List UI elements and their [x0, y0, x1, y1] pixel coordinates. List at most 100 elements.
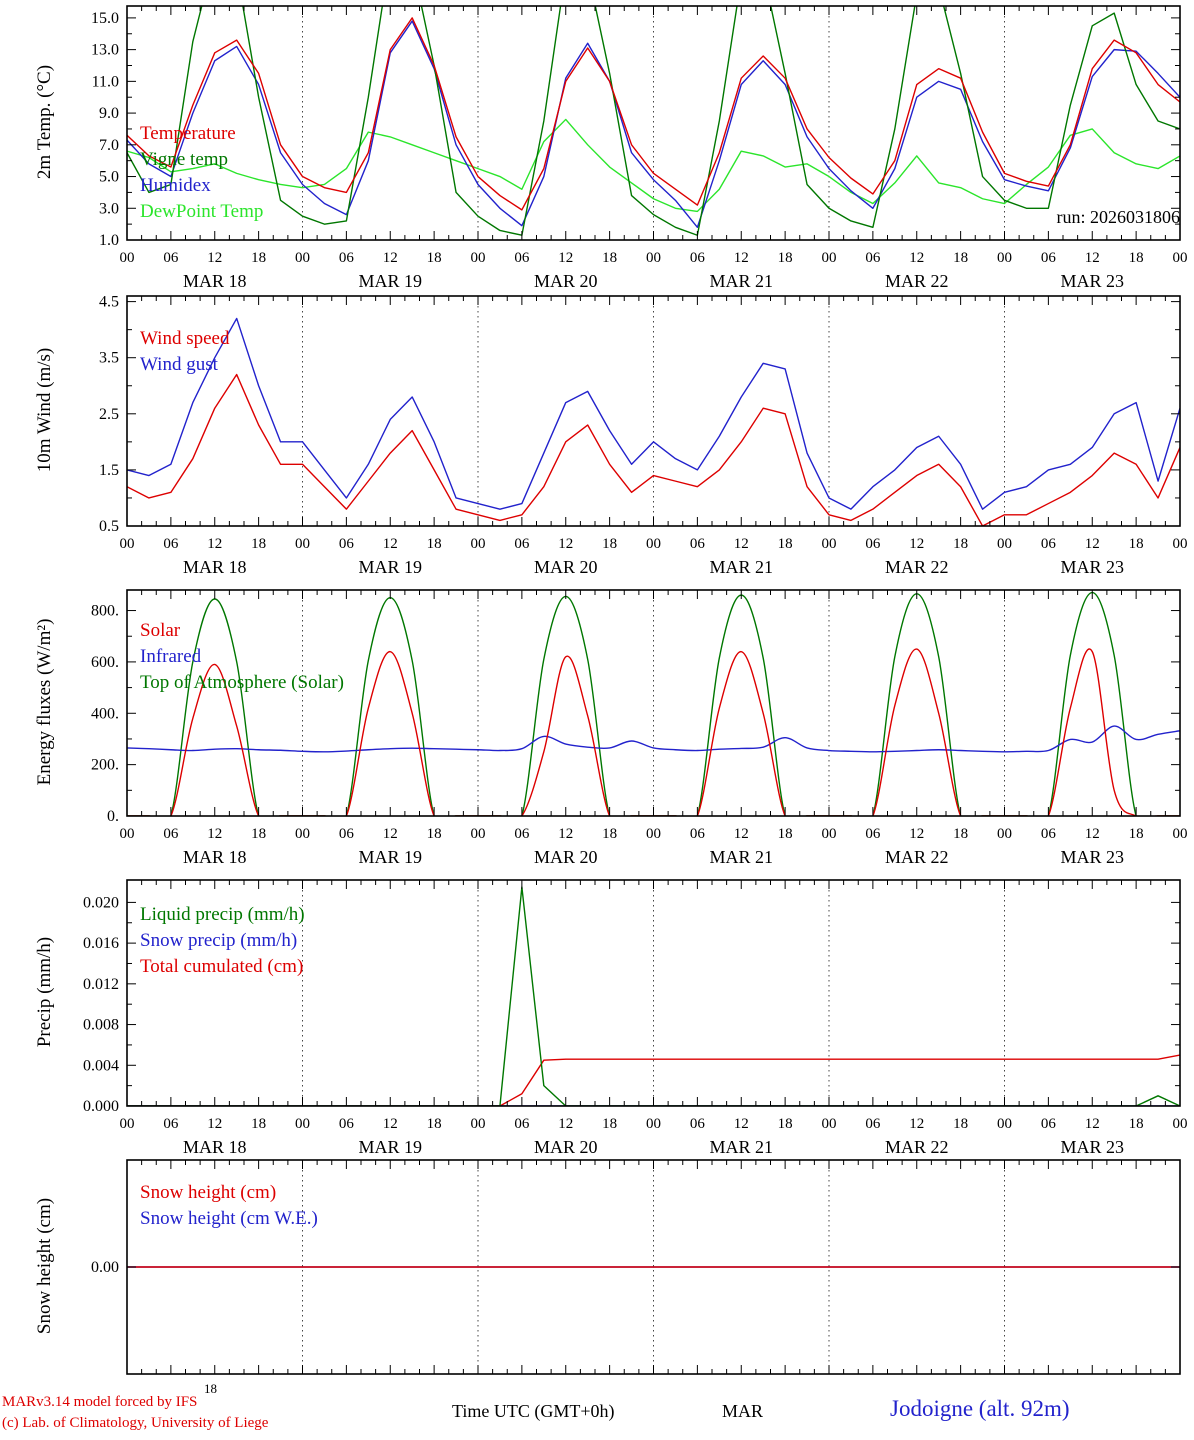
svg-text:MAR 18: MAR 18 [183, 847, 247, 867]
svg-text:18: 18 [251, 826, 266, 842]
svg-text:12: 12 [207, 536, 222, 552]
svg-text:18: 18 [1129, 250, 1144, 266]
svg-text:12: 12 [734, 536, 749, 552]
svg-text:12: 12 [207, 826, 222, 842]
svg-text:06: 06 [690, 536, 706, 552]
svg-text:18: 18 [953, 250, 968, 266]
svg-text:12: 12 [207, 1116, 222, 1132]
svg-text:00: 00 [120, 250, 135, 266]
svg-text:18: 18 [953, 1116, 968, 1132]
svg-text:18: 18 [427, 826, 442, 842]
svg-text:18: 18 [1129, 826, 1144, 842]
y-axis-label-energy: Energy fluxes (W/m²) [34, 618, 55, 786]
svg-text:06: 06 [163, 250, 179, 266]
svg-text:00: 00 [822, 536, 837, 552]
legend-item-dewpoint: DewPoint Temp [140, 201, 264, 222]
svg-text:12: 12 [909, 1116, 924, 1132]
svg-text:06: 06 [1041, 536, 1057, 552]
svg-text:06: 06 [865, 536, 881, 552]
svg-text:18: 18 [602, 826, 617, 842]
station-label: Jodoigne (alt. 92m) [890, 1396, 1070, 1421]
svg-text:06: 06 [514, 250, 530, 266]
svg-text:18: 18 [251, 1116, 266, 1132]
svg-text:MAR 23: MAR 23 [1060, 1137, 1124, 1157]
svg-text:MAR 19: MAR 19 [358, 1137, 422, 1157]
svg-text:00: 00 [120, 826, 135, 842]
model-credit: MARv3.14 model forced by IFS (c) Lab. of… [2, 1392, 268, 1434]
svg-text:12: 12 [383, 826, 398, 842]
svg-text:00: 00 [1173, 826, 1188, 842]
svg-text:MAR 20: MAR 20 [534, 271, 598, 291]
svg-text:MAR 19: MAR 19 [358, 847, 422, 867]
svg-text:0.004: 0.004 [83, 1057, 119, 1074]
legend-item-cumulated: Total cumulated (cm) [140, 956, 304, 977]
svg-text:MAR 19: MAR 19 [358, 557, 422, 577]
svg-text:MAR 18: MAR 18 [183, 557, 247, 577]
svg-text:12: 12 [558, 1116, 573, 1132]
svg-text:06: 06 [339, 536, 355, 552]
stray-tick-label: 18 [204, 1381, 217, 1396]
legend-wind-panel: Wind speed Wind gust [140, 326, 229, 378]
svg-text:06: 06 [690, 250, 706, 266]
svg-text:3.0: 3.0 [99, 200, 119, 217]
svg-text:00: 00 [295, 250, 310, 266]
svg-text:00: 00 [822, 1116, 837, 1132]
svg-text:00: 00 [1173, 536, 1188, 552]
svg-text:MAR 23: MAR 23 [1060, 557, 1124, 577]
svg-text:00: 00 [822, 826, 837, 842]
svg-text:12: 12 [383, 536, 398, 552]
svg-text:00: 00 [295, 1116, 310, 1132]
legend-item-snow-precip: Snow precip (mm/h) [140, 930, 298, 951]
svg-text:06: 06 [514, 826, 530, 842]
svg-text:00: 00 [646, 826, 661, 842]
svg-text:18: 18 [778, 826, 793, 842]
svg-text:12: 12 [558, 250, 573, 266]
legend-item-wind-speed: Wind speed [140, 328, 230, 349]
svg-text:7.0: 7.0 [99, 137, 119, 154]
legend-item-snow-height: Snow height (cm) [140, 1182, 277, 1203]
svg-text:400.: 400. [91, 705, 119, 722]
svg-text:9.0: 9.0 [99, 105, 119, 122]
y-axis-label-wind: 10m Wind (m/s) [34, 347, 55, 473]
svg-text:12: 12 [909, 826, 924, 842]
svg-text:06: 06 [339, 250, 355, 266]
svg-text:12: 12 [558, 536, 573, 552]
svg-text:18: 18 [778, 1116, 793, 1132]
svg-text:MAR 21: MAR 21 [709, 1137, 773, 1157]
svg-text:0.020: 0.020 [83, 894, 119, 911]
legend-item-liquid-precip: Liquid precip (mm/h) [140, 904, 305, 925]
svg-text:00: 00 [646, 1116, 661, 1132]
svg-text:0.016: 0.016 [83, 935, 119, 952]
svg-text:00: 00 [471, 536, 486, 552]
legend-item-solar: Solar [140, 620, 181, 641]
svg-text:18: 18 [602, 536, 617, 552]
svg-text:0.: 0. [107, 808, 119, 825]
svg-text:06: 06 [1041, 1116, 1057, 1132]
svg-text:06: 06 [1041, 250, 1057, 266]
svg-text:12: 12 [1085, 1116, 1100, 1132]
svg-text:1.5: 1.5 [99, 462, 119, 479]
svg-text:00: 00 [646, 250, 661, 266]
svg-text:18: 18 [602, 1116, 617, 1132]
svg-text:00: 00 [997, 1116, 1012, 1132]
legend-item-humidex: Humidex [140, 175, 211, 196]
svg-text:MAR 21: MAR 21 [709, 557, 773, 577]
legend-item-toa: Top of Atmosphere (Solar) [140, 672, 344, 693]
svg-text:18: 18 [251, 536, 266, 552]
legend-temperature-panel: Temperature Vigne temp Humidex DewPoint … [140, 121, 263, 225]
svg-text:06: 06 [339, 826, 355, 842]
legend-snow-panel: Snow height (cm) Snow height (cm W.E.) [140, 1180, 318, 1232]
svg-text:18: 18 [602, 250, 617, 266]
svg-text:06: 06 [339, 1116, 355, 1132]
svg-text:00: 00 [471, 826, 486, 842]
svg-text:18: 18 [953, 826, 968, 842]
svg-text:0.012: 0.012 [83, 976, 119, 993]
svg-text:06: 06 [1041, 826, 1057, 842]
svg-text:18: 18 [778, 250, 793, 266]
svg-text:00: 00 [997, 250, 1012, 266]
svg-text:0.000: 0.000 [83, 1098, 119, 1115]
svg-text:5.0: 5.0 [99, 169, 119, 186]
svg-text:MAR 22: MAR 22 [885, 557, 949, 577]
svg-text:MAR 18: MAR 18 [183, 271, 247, 291]
